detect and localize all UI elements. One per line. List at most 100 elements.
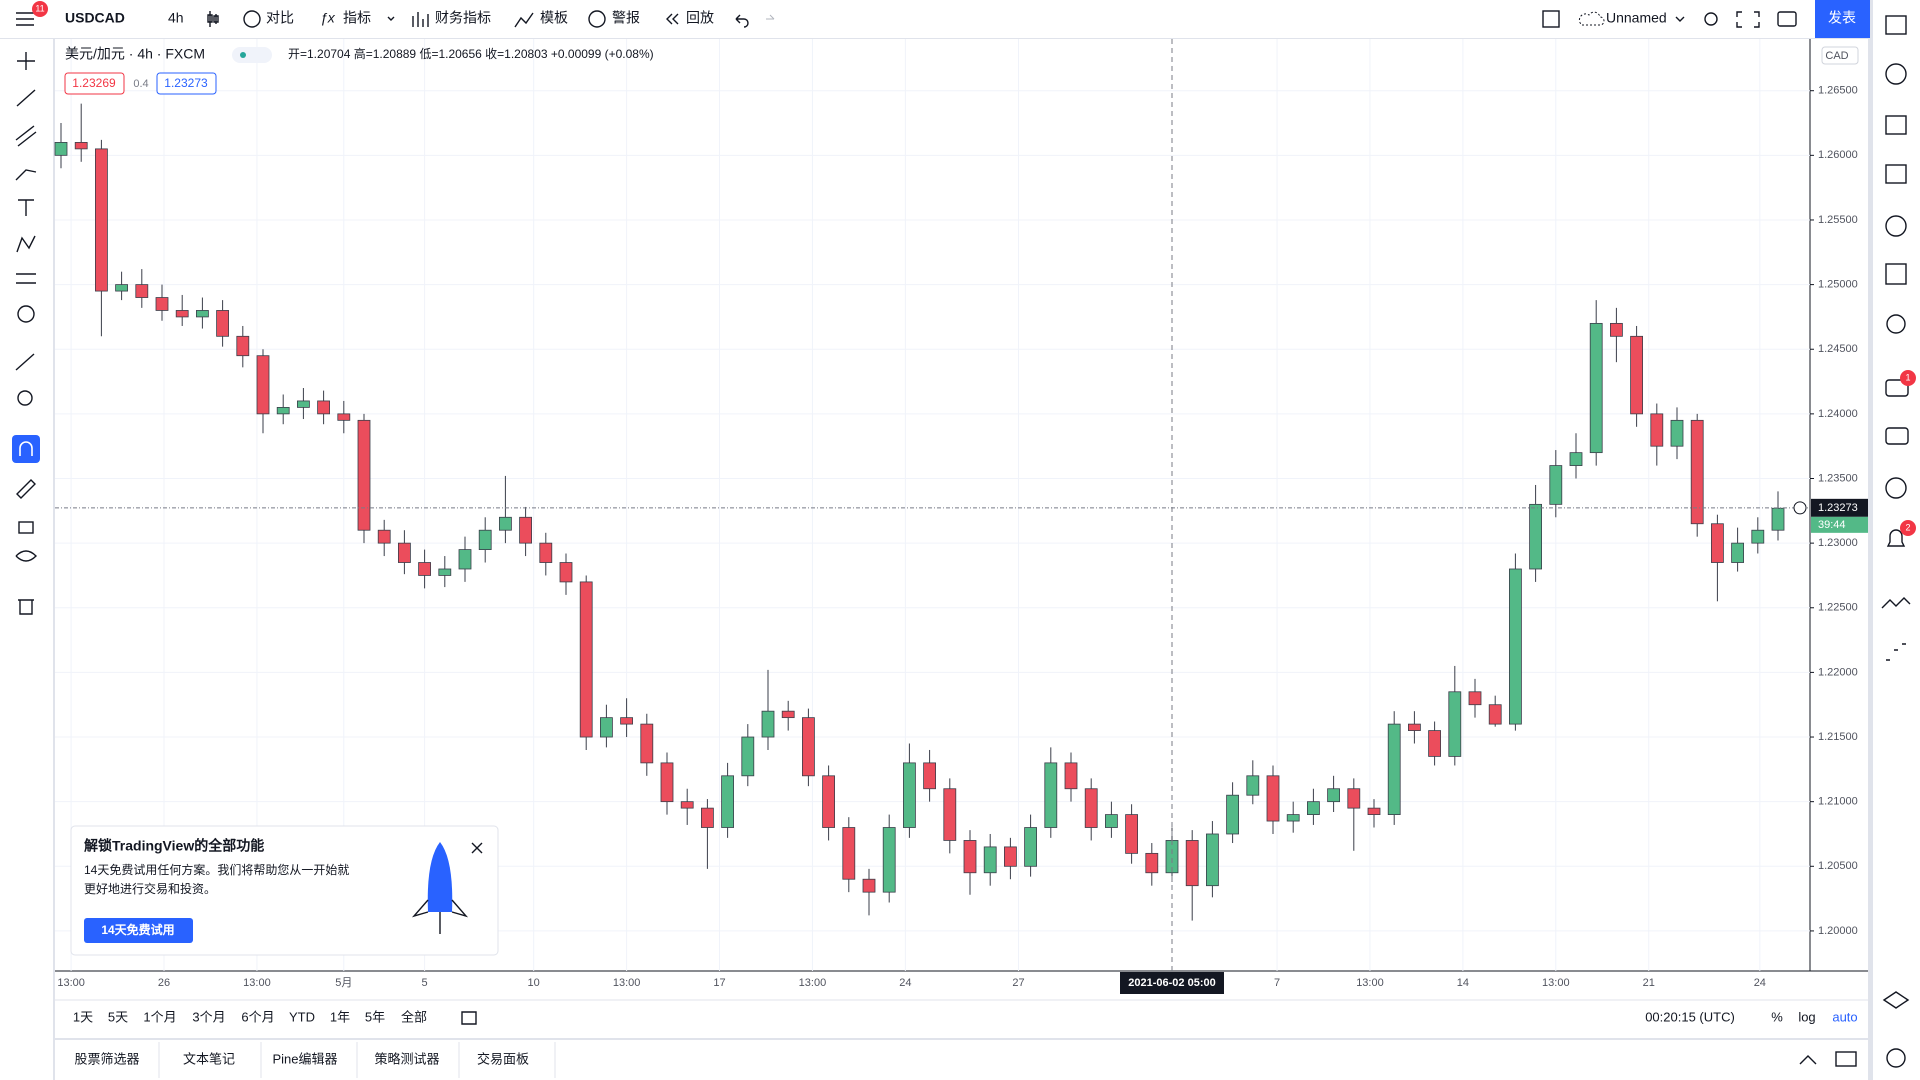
range-button[interactable]: 全部 xyxy=(401,1009,427,1024)
replay[interactable]: 回放 xyxy=(686,10,714,26)
measure-tool[interactable] xyxy=(15,353,35,371)
trendline-tool[interactable] xyxy=(16,89,36,107)
pattern-tool[interactable] xyxy=(16,235,36,253)
range-button[interactable]: 1年 xyxy=(330,1009,350,1024)
brush-tool[interactable] xyxy=(15,169,37,181)
hide-tool[interactable] xyxy=(15,550,37,562)
promo-button[interactable] xyxy=(84,918,193,943)
maximize[interactable] xyxy=(1835,1051,1857,1067)
range-button[interactable]: 1天 xyxy=(73,1009,93,1024)
symbol[interactable]: USDCAD xyxy=(65,10,125,26)
status-pill xyxy=(232,47,272,63)
streams[interactable] xyxy=(1885,477,1907,499)
tab[interactable]: 股票筛选器 xyxy=(74,1051,139,1066)
buy-button[interactable] xyxy=(156,72,217,95)
financials[interactable]: 财务指标 xyxy=(435,10,491,26)
calendar[interactable] xyxy=(1885,263,1907,285)
watchlist[interactable] xyxy=(1885,15,1907,35)
candle-body xyxy=(701,807,714,828)
promo-button-text[interactable]: 14天免费试用 xyxy=(101,922,174,937)
calendar-data[interactable] xyxy=(1885,164,1907,184)
tool-icons xyxy=(12,52,40,615)
ideas[interactable] xyxy=(1886,314,1906,334)
candle-body xyxy=(1044,762,1058,828)
indicators[interactable]: 指标 xyxy=(343,10,371,26)
collapse[interactable] xyxy=(1799,1055,1817,1065)
x-tick-label: 24 xyxy=(1754,977,1766,989)
range-button[interactable]: 5天 xyxy=(108,1009,128,1024)
publish[interactable]: 发表 xyxy=(1828,10,1856,26)
sell-button[interactable] xyxy=(64,72,125,95)
tab[interactable]: 交易面板 xyxy=(477,1051,529,1066)
left-toolbar xyxy=(0,39,53,1080)
templates[interactable]: 模板 xyxy=(540,10,568,26)
candle-body xyxy=(1488,704,1502,725)
snapshot[interactable] xyxy=(1777,11,1797,27)
candle-body xyxy=(802,717,815,777)
candle-body xyxy=(1610,322,1623,337)
menu[interactable] xyxy=(16,12,34,26)
dropdown[interactable] xyxy=(387,16,395,21)
object-tree[interactable] xyxy=(1882,991,1910,1009)
alerts[interactable] xyxy=(1885,63,1907,85)
lock-tool[interactable] xyxy=(18,521,34,534)
alert[interactable]: 警报 xyxy=(612,10,640,26)
text-tool[interactable] xyxy=(18,199,34,216)
redo[interactable] xyxy=(766,14,775,20)
delete-tool[interactable] xyxy=(18,599,34,615)
log-toggle[interactable]: log xyxy=(1798,1009,1815,1024)
sell-price[interactable]: 1.23269 xyxy=(72,76,116,90)
draw-mode-tool[interactable] xyxy=(16,479,36,499)
fib-tool[interactable] xyxy=(15,125,37,147)
range-button[interactable]: 6个月 xyxy=(241,1009,274,1024)
y-tick-label: 1.26000 xyxy=(1818,149,1858,161)
date-range-icon[interactable] xyxy=(461,1011,477,1025)
dropdown[interactable] xyxy=(1675,16,1685,22)
percent-toggle[interactable]: % xyxy=(1771,1009,1783,1024)
currency-button[interactable] xyxy=(1821,46,1859,65)
range-button[interactable]: 1个月 xyxy=(143,1009,176,1024)
prediction-tool[interactable] xyxy=(16,273,36,284)
layout-name[interactable]: Unnamed xyxy=(1606,10,1667,26)
publish-button[interactable] xyxy=(1815,0,1870,38)
magnet-tool[interactable] xyxy=(12,435,40,463)
auto-toggle[interactable]: auto xyxy=(1832,1009,1857,1024)
notifications[interactable] xyxy=(1886,529,1906,547)
chart-type-icon[interactable] xyxy=(207,11,219,27)
hotlist[interactable] xyxy=(1885,215,1907,237)
news[interactable] xyxy=(1885,115,1907,135)
currency[interactable]: CAD xyxy=(1825,50,1848,62)
financials-icon xyxy=(412,12,429,27)
trading[interactable] xyxy=(1881,597,1911,609)
countdown: 39:44 xyxy=(1818,519,1846,531)
compare-icon[interactable] xyxy=(243,10,261,28)
icon-tool[interactable] xyxy=(17,305,35,323)
y-tick-label: 1.20000 xyxy=(1818,925,1858,937)
tab[interactable]: Pine编辑器 xyxy=(272,1051,337,1066)
candle-body xyxy=(943,788,957,841)
layout-icon[interactable] xyxy=(1542,10,1560,28)
dom[interactable] xyxy=(1886,643,1906,661)
buy-price[interactable]: 1.23273 xyxy=(164,76,208,90)
range-button[interactable]: 3个月 xyxy=(192,1009,225,1024)
candle-body xyxy=(236,335,250,357)
range-button[interactable]: 5年 xyxy=(365,1009,385,1024)
undo[interactable] xyxy=(735,14,749,28)
close-promo[interactable] xyxy=(471,842,483,854)
candle-body xyxy=(1428,730,1441,757)
compare[interactable]: 对比 xyxy=(266,10,294,26)
crosshair-tool[interactable] xyxy=(17,52,35,70)
messages[interactable] xyxy=(1885,427,1909,445)
tab[interactable]: 策略测试器 xyxy=(374,1051,439,1066)
zoom-tool[interactable] xyxy=(17,390,33,406)
candle-body xyxy=(1286,814,1300,822)
fullscreen[interactable] xyxy=(1736,11,1760,28)
settings[interactable] xyxy=(1704,12,1718,26)
interval[interactable]: 4h xyxy=(168,10,184,26)
chats[interactable] xyxy=(1885,379,1909,397)
candle-body xyxy=(1064,762,1078,790)
help[interactable] xyxy=(1886,1048,1906,1068)
range-button[interactable]: YTD xyxy=(289,1009,315,1024)
alert-icon xyxy=(588,10,606,28)
tab[interactable]: 文本笔记 xyxy=(183,1051,235,1066)
